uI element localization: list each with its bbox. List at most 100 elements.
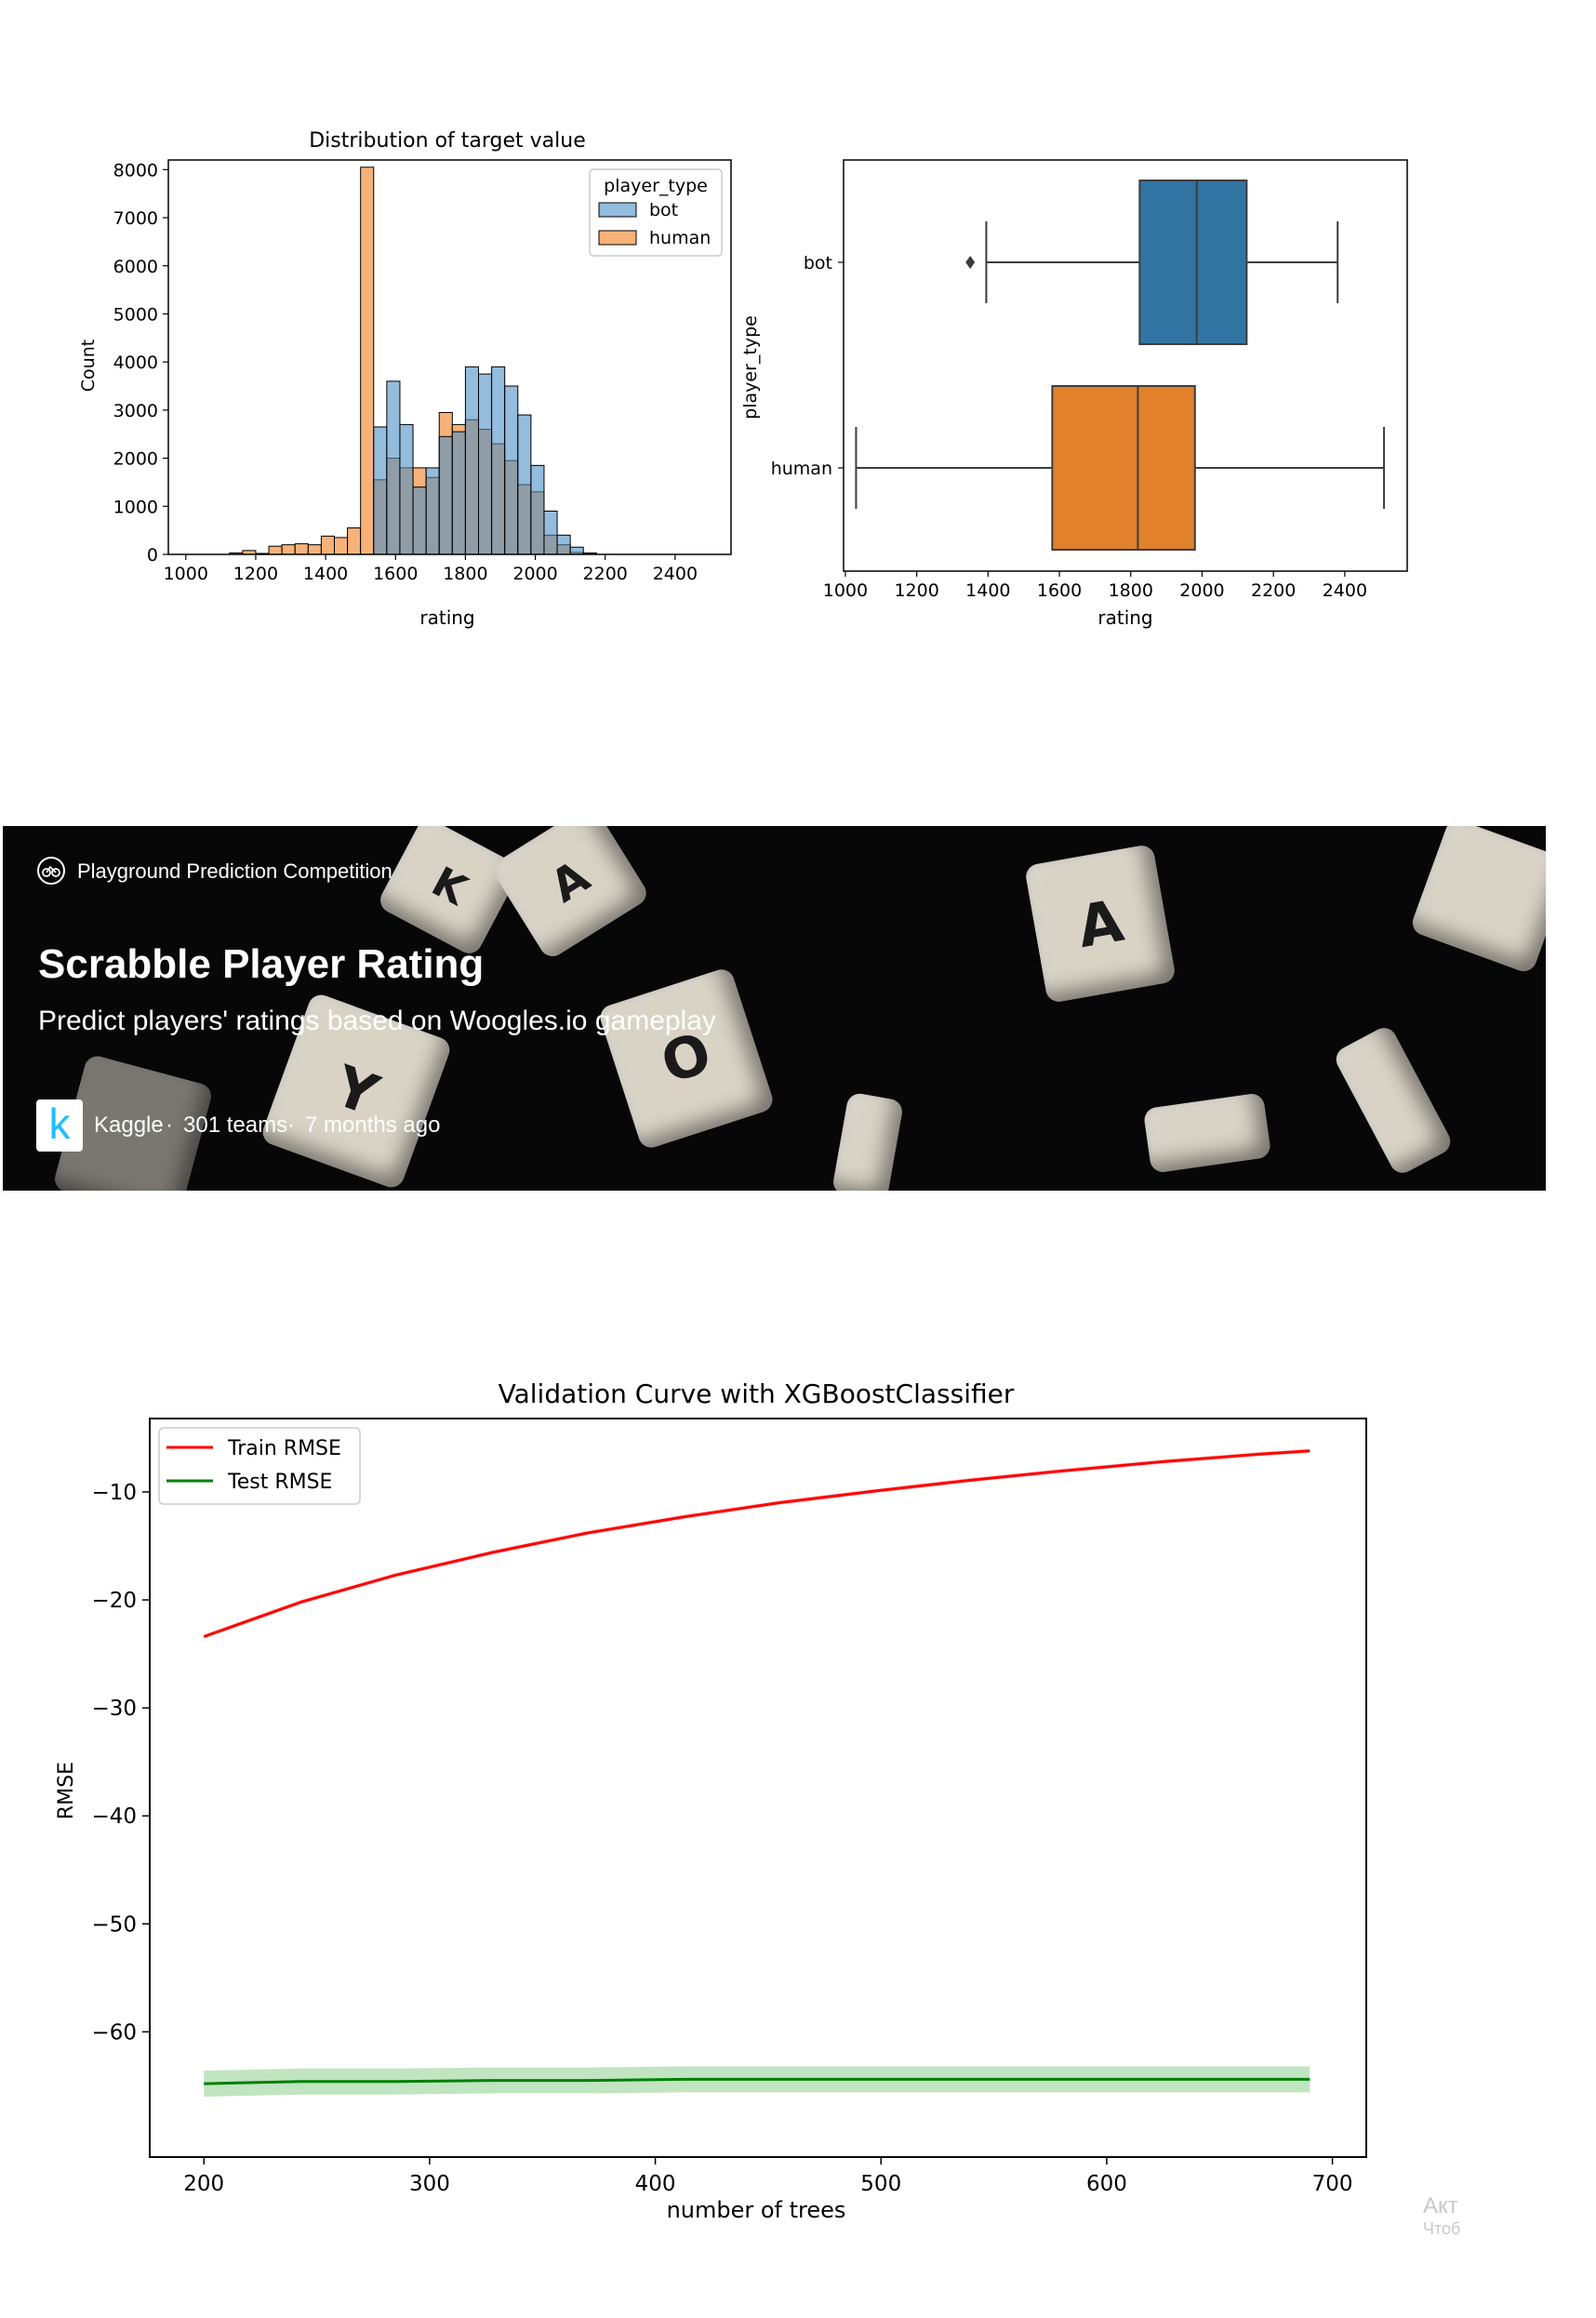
hist-xtick-label-2400: 2400 <box>653 564 698 584</box>
hist-bar-bot-19 <box>478 373 493 555</box>
team-count: 301 teams <box>183 1112 288 1138</box>
band-train-rmse <box>204 1448 1310 1639</box>
line-frame <box>149 1418 1367 2158</box>
competition-subtitle: Predict players' ratings based on Woogle… <box>38 1006 716 1036</box>
tile-a-letter: A <box>541 850 599 913</box>
line-xtick-label-500: 500 <box>860 2172 901 2196</box>
activation-watermark: Акт Чтоб <box>1423 2193 1460 2239</box>
hist-ytick-label-0: 0 <box>147 545 158 566</box>
line-ytick-label--20: −20 <box>91 1589 137 1613</box>
line-y-ticks: −10 −20 −30 −40 −50 −60 <box>91 1481 150 2045</box>
hist-bar-bot-11 <box>373 426 388 555</box>
legend-label-bot: bot <box>649 200 678 220</box>
box-x-ticks: 1000 1200 1400 1600 1800 2000 2200 2400 <box>823 571 1367 601</box>
hist-bar-human-9 <box>347 527 362 555</box>
rating-histogram: Distribution of target value 1000 1200 140… <box>78 129 732 629</box>
hist-bar-human-8 <box>333 537 349 555</box>
hist-bar-bot-25 <box>556 534 571 555</box>
line-ytick-label--50: −50 <box>91 1912 137 1937</box>
competition-type: Playground Prediction Competition <box>77 859 392 883</box>
hist-bar-bot-13 <box>399 423 414 555</box>
tile-blank-2 <box>1331 1023 1456 1178</box>
hist-xtick-label-2000: 2000 <box>512 564 557 584</box>
series-line-test-rmse <box>204 2077 1310 2085</box>
hist-ytick-label-8000: 8000 <box>113 160 158 180</box>
hist-xtick-label-1200: 1200 <box>233 564 278 584</box>
hist-ylabel: Count <box>78 340 99 392</box>
meta-separator-2: · <box>287 1112 295 1138</box>
hist-bar-bot-21 <box>504 385 519 555</box>
line-xtick-label-400: 400 <box>635 2172 676 2196</box>
competition-title[interactable]: Scrabble Player Rating <box>38 941 485 987</box>
legend-swatch-human <box>598 230 637 246</box>
hist-xtick-label-1000: 1000 <box>164 564 208 584</box>
host-name[interactable]: Kaggle <box>94 1112 164 1138</box>
hist-legend: player_type bot human <box>589 168 723 257</box>
hist-legend-title: player_type <box>604 176 708 196</box>
line-bands <box>204 1448 1310 2097</box>
hist-bar-bot-23 <box>530 464 545 555</box>
legend-label-human: human <box>649 228 711 248</box>
line-ytick-label--60: −60 <box>91 2020 137 2045</box>
rating-boxplot: 1000 1200 1400 1600 1800 2000 2200 2400 bot huma… <box>740 159 1408 629</box>
tile-a2-letter: A <box>1072 886 1128 962</box>
outlier-bot-0 <box>965 256 976 269</box>
hist-xlabel: rating <box>419 606 474 629</box>
hist-bar-human-5 <box>294 543 309 555</box>
line-ytick-label--10: −10 <box>91 1481 137 1505</box>
hist-bar-bot-17 <box>451 431 466 555</box>
line-xlabel: number of trees <box>667 2197 846 2223</box>
hist-xtick-label-1600: 1600 <box>373 564 418 584</box>
hist-xtick-label-1800: 1800 <box>443 564 487 584</box>
hist-bar-human-10 <box>360 167 375 555</box>
watermark-line-2: Чтоб <box>1423 2219 1461 2238</box>
tile-blank-1 <box>1408 826 1546 976</box>
line-title: Validation Curve with XGBoostClassifier <box>499 1379 1015 1409</box>
box-xtick-label-1000: 1000 <box>823 580 868 601</box>
box-xtick-label-2200: 2200 <box>1251 580 1296 601</box>
line-legend: Train RMSE Test RMSE <box>158 1427 361 1505</box>
hist-xtick-label-1400: 1400 <box>303 564 348 584</box>
tile-k: K <box>376 826 523 958</box>
line-ytick-label--40: −40 <box>91 1805 137 1829</box>
hist-bar-bot-12 <box>386 380 401 555</box>
line-x-ticks: 200 300 400 500 600 700 <box>183 2157 1353 2196</box>
box-ytick-label-human: human <box>771 459 832 479</box>
hist-bar-bot-16 <box>438 435 453 555</box>
kaggle-logo[interactable]: k <box>36 1099 83 1152</box>
band-test-rmse <box>204 2066 1310 2097</box>
box-xtick-label-1800: 1800 <box>1109 580 1153 601</box>
hist-ytick-label-4000: 4000 <box>113 353 158 373</box>
tile-blank-4 <box>831 1091 905 1191</box>
line-xtick-label-600: 600 <box>1086 2172 1127 2196</box>
line-xtick-label-300: 300 <box>409 2172 450 2196</box>
hist-ytick-label-5000: 5000 <box>113 304 158 325</box>
box-elements <box>855 180 1386 551</box>
hist-bars <box>229 167 597 555</box>
box-xtick-label-1200: 1200 <box>894 580 938 601</box>
hist-x-ticks: 1000 1200 1400 1600 1800 2000 2200 2400 <box>164 554 698 584</box>
hist-bar-human-3 <box>268 545 283 555</box>
legend-label-test: Test RMSE <box>227 1471 332 1494</box>
hist-bar-bot-20 <box>491 366 506 555</box>
box-xtick-label-2000: 2000 <box>1179 580 1224 601</box>
series-line-train-rmse <box>203 1449 1310 1638</box>
box-ytick-label-bot: bot <box>804 253 832 273</box>
competition-banner[interactable]: K A Y O A Playground Prediction Competit… <box>3 826 1546 1191</box>
hist-ytick-label-3000: 3000 <box>113 401 158 421</box>
legend-label-train: Train RMSE <box>227 1437 341 1460</box>
meta-separator-1: · <box>166 1112 173 1138</box>
hist-bar-bot-15 <box>425 467 440 555</box>
hist-ytick-label-6000: 6000 <box>113 257 158 277</box>
line-xtick-label-700: 700 <box>1312 2172 1353 2196</box>
line-ylabel: RMSE <box>55 1762 78 1819</box>
tile-blank-3 <box>1142 1092 1272 1174</box>
kaggle-logo-letter: k <box>48 1099 71 1148</box>
box-xtick-label-2400: 2400 <box>1323 580 1367 601</box>
hist-ytick-label-2000: 2000 <box>113 449 158 470</box>
box-frame <box>843 159 1408 572</box>
hist-xtick-label-2200: 2200 <box>583 564 628 584</box>
tile-k-letter: K <box>423 858 475 915</box>
hist-bar-human-6 <box>307 544 322 555</box>
hist-ytick-label-7000: 7000 <box>113 208 158 229</box>
